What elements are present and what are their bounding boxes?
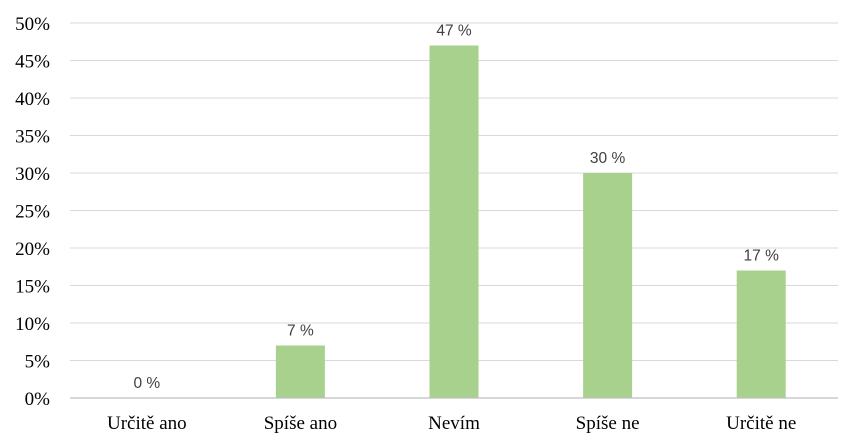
- bar: [583, 173, 633, 398]
- data-label: 17 %: [744, 248, 780, 265]
- x-tick-label: Určitě ano: [107, 413, 187, 434]
- y-tick-label: 0%: [25, 389, 51, 410]
- y-tick-label: 45%: [15, 52, 50, 73]
- x-axis-tick-labels: Určitě ano Spíše ano Nevím Spíše ne Určitě n…: [107, 413, 796, 434]
- data-labels: 0 % 7 % 47 % 30 % 17 %: [133, 23, 779, 393]
- y-tick-label: 15%: [15, 277, 50, 298]
- x-tick-label: Nevím: [428, 413, 480, 434]
- y-tick-label: 40%: [15, 89, 50, 110]
- data-label: 0 %: [133, 375, 160, 392]
- y-axis-tick-labels: 0% 5% 10% 15% 20% 25% 30% 35% 40% 45% 50%: [15, 14, 50, 410]
- y-tick-label: 35%: [15, 127, 50, 148]
- x-tick-label: Určitě ne: [726, 413, 796, 434]
- data-label: 7 %: [287, 323, 314, 340]
- y-tick-label: 25%: [15, 202, 50, 223]
- bar: [429, 45, 479, 398]
- bar: [275, 345, 325, 398]
- bar: [736, 270, 786, 398]
- y-tick-label: 50%: [15, 14, 50, 35]
- data-label: 47 %: [436, 23, 472, 40]
- y-tick-label: 5%: [25, 352, 51, 373]
- x-tick-label: Spíše ne: [576, 413, 640, 434]
- y-tick-label: 10%: [15, 314, 50, 335]
- y-tick-label: 20%: [15, 239, 50, 260]
- data-label: 30 %: [590, 150, 626, 167]
- y-tick-label: 30%: [15, 164, 50, 185]
- bars: [275, 45, 786, 398]
- x-tick-label: Spíše ano: [264, 413, 337, 434]
